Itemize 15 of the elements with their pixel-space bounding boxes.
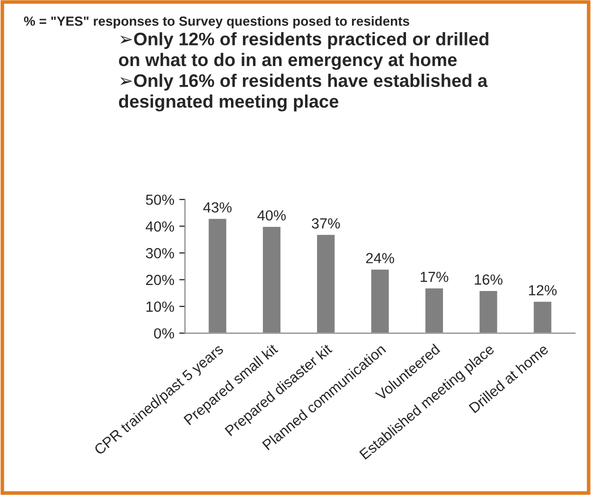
data-label: 43% <box>203 202 232 213</box>
y-tick-label: 40% <box>146 221 174 232</box>
chart-subtitle: ➢Only 12% of residents practiced or drilled on what to do in an emergency at home ➢Only 16% of residents have established a designated meeting place <box>118 32 488 112</box>
chart-title: % = "YES" responses to Survey questions posed to residents <box>24 16 410 28</box>
data-label: 40% <box>257 210 286 221</box>
data-label: 24% <box>366 252 394 264</box>
y-tick-label: 50% <box>146 194 174 205</box>
data-label: 12% <box>529 285 557 296</box>
y-tick-label: 0% <box>154 328 174 339</box>
y-tick-label: 20% <box>146 274 174 286</box>
data-label: 16% <box>474 274 502 285</box>
y-tick-label: 10% <box>146 302 174 312</box>
y-tick-label: 30% <box>146 248 174 258</box>
data-label: 37% <box>312 218 340 229</box>
data-label: 17% <box>420 272 448 282</box>
